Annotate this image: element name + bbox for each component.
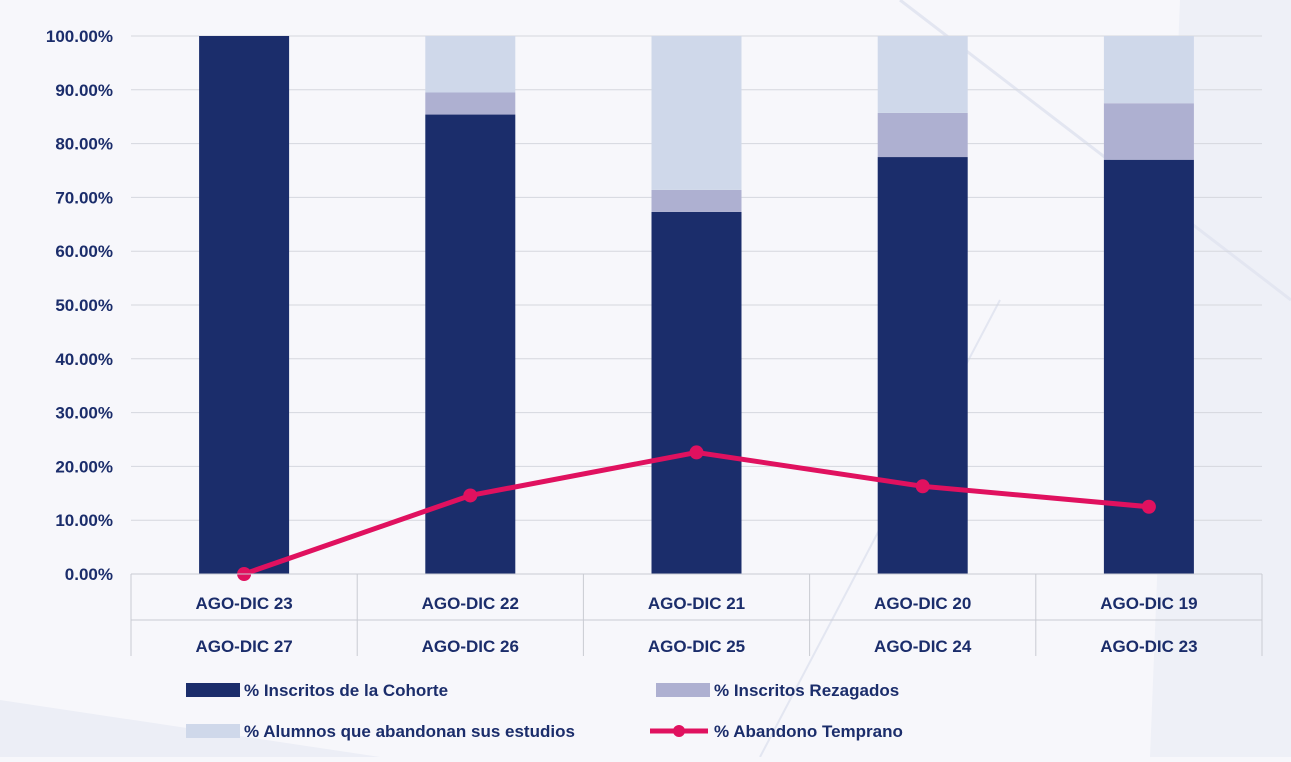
line-point — [689, 445, 704, 460]
legend-label: % Abandono Temprano — [714, 722, 903, 741]
x-tick-label: AGO-DIC 23 — [1100, 637, 1197, 656]
axes: 0.00% 10.00% 20.00% 30.00% 40.00% 50.00% 60.00… — [46, 27, 1263, 656]
y-tick-label: 30.00% — [55, 404, 113, 423]
bar-segment — [199, 36, 290, 574]
bar-segment — [877, 112, 968, 158]
line-series — [237, 445, 1156, 581]
y-tick-label: 70.00% — [55, 188, 113, 207]
y-tick-label: 50.00% — [55, 296, 113, 315]
legend-label: % Inscritos Rezagados — [714, 681, 899, 700]
y-tick-label: 10.00% — [55, 511, 113, 530]
legend-swatch — [186, 724, 240, 738]
x-tick-label: AGO-DIC 21 — [648, 594, 745, 613]
x-tick-label: AGO-DIC 25 — [648, 637, 745, 656]
bar-segment — [1103, 103, 1194, 160]
bar-segment — [1103, 36, 1194, 104]
y-tick-label: 0.00% — [65, 565, 113, 584]
line-point — [915, 479, 930, 494]
legend-swatch — [656, 683, 710, 697]
bar-segment — [651, 36, 742, 190]
bar-segment — [651, 211, 742, 574]
bar-segment — [877, 157, 968, 575]
x-tick-label: AGO-DIC 26 — [422, 637, 519, 656]
bar-segment — [425, 92, 516, 115]
y-tick-label: 100.00% — [46, 27, 113, 46]
x-tick-label: AGO-DIC 20 — [874, 594, 971, 613]
bar-segment — [651, 189, 742, 212]
legend: % Inscritos de la Cohorte % Inscritos Rez… — [186, 681, 903, 741]
x-tick-label: AGO-DIC 22 — [422, 594, 519, 613]
x-tick-label: AGO-DIC 27 — [195, 637, 292, 656]
x-tick-label: AGO-DIC 23 — [195, 594, 292, 613]
x-tick-label: AGO-DIC 19 — [1100, 594, 1197, 613]
y-tick-label: 80.00% — [55, 135, 113, 154]
line-point — [463, 488, 478, 503]
bar-segment — [877, 36, 968, 113]
legend-swatch — [186, 683, 240, 697]
bar-segment — [425, 36, 516, 93]
line-point — [1141, 499, 1156, 514]
y-tick-label: 90.00% — [55, 81, 113, 100]
y-tick-label: 40.00% — [55, 350, 113, 369]
bars — [199, 36, 1194, 575]
legend-swatch-marker — [673, 725, 685, 737]
y-tick-label: 20.00% — [55, 457, 113, 476]
legend-label: % Inscritos de la Cohorte — [244, 681, 448, 700]
legend-label: % Alumnos que abandonan sus estudios — [244, 722, 575, 741]
y-tick-label: 60.00% — [55, 242, 113, 261]
x-tick-label: AGO-DIC 24 — [874, 637, 972, 656]
